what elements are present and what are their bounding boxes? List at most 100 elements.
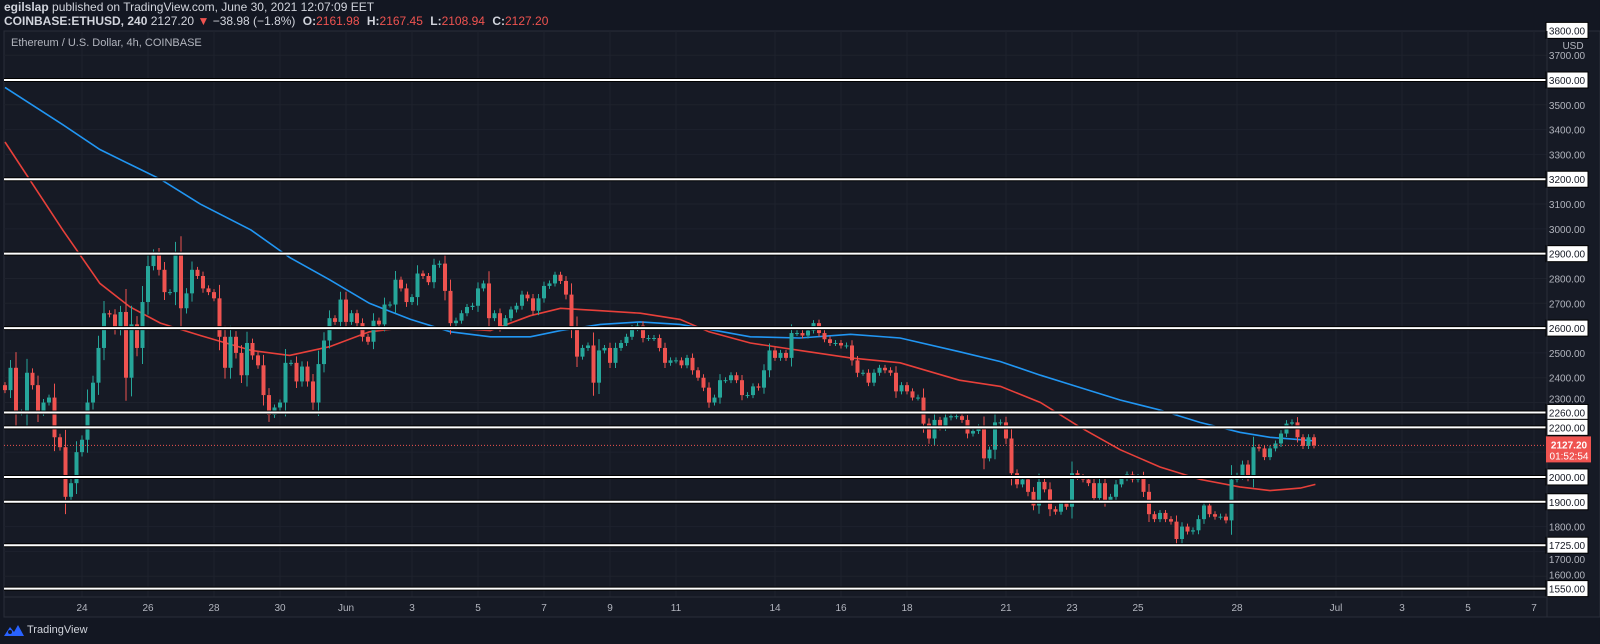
candle-body [509, 309, 513, 319]
candle-body [1202, 505, 1206, 520]
level-price-label: 2600.00 [1549, 324, 1586, 335]
candle-body [789, 333, 794, 358]
candle [1031, 487, 1036, 511]
candle-body [877, 367, 882, 373]
price-tick-label: 3100.00 [1549, 200, 1586, 211]
horizontal-level-line[interactable]: 2900.00 [4, 245, 1589, 263]
candle [349, 310, 354, 325]
candle-body [1059, 503, 1063, 512]
candle-body [283, 362, 288, 403]
high-label: H: [366, 14, 380, 28]
candle [256, 351, 260, 369]
candle [531, 293, 535, 316]
candle-body [1026, 479, 1030, 492]
candle [866, 369, 871, 387]
candle-body [1070, 473, 1074, 507]
candle [844, 342, 849, 349]
level-price-label-box [1545, 580, 1589, 598]
price-tick-label: 2500.00 [1549, 349, 1586, 360]
candle [646, 335, 651, 342]
candle-body [679, 360, 684, 366]
level-price-label: 1725.00 [1549, 541, 1586, 552]
candle [905, 382, 909, 395]
candle [300, 361, 304, 387]
candle [267, 388, 271, 422]
candle [1158, 509, 1162, 523]
candle [283, 348, 288, 417]
candle [899, 382, 904, 395]
candle-body [1196, 519, 1201, 531]
candle-body [344, 299, 348, 322]
candle [184, 288, 189, 314]
candle-body [195, 269, 200, 276]
candle [1092, 477, 1096, 504]
candle-body [982, 427, 986, 459]
candle-body [322, 340, 326, 365]
candle [113, 309, 117, 335]
candle [745, 392, 750, 399]
candle [1224, 513, 1228, 524]
time-tick-label: 3 [1399, 603, 1405, 614]
horizontal-level-line[interactable]: 1900.00 [4, 493, 1589, 511]
candle-body [1180, 526, 1184, 539]
horizontal-levels[interactable]: 3800.00 3600.00 3200.00 2900.00 2600.00 2260.… [4, 21, 1589, 598]
author-name[interactable]: egilslap [4, 0, 49, 14]
price-tick-label: 3500.00 [1549, 101, 1586, 112]
candle [509, 306, 513, 322]
candle [470, 302, 475, 310]
candle [701, 374, 706, 392]
candle [1004, 416, 1008, 445]
candle-body [140, 302, 145, 348]
time-tick-label: 26 [142, 603, 154, 614]
candle [916, 394, 920, 401]
candle-body [63, 447, 68, 497]
horizontal-level-line[interactable]: 2600.00 [4, 319, 1589, 337]
candle [679, 357, 684, 369]
candle-body [1119, 478, 1124, 485]
candle [85, 389, 90, 453]
candle-body [1048, 489, 1052, 510]
candle-body [1279, 433, 1283, 444]
candle [14, 352, 18, 429]
time-axis[interactable]: 24 26 28 30 Jun 3 5 7 9 11 14 16 18 21 23 25 28 Jul 3 5 7 [76, 603, 1537, 614]
level-price-label: 3200.00 [1549, 175, 1586, 186]
horizontal-level-line[interactable]: 2200.00 [4, 418, 1589, 436]
candle-body [1097, 483, 1102, 499]
candle-body [899, 385, 904, 392]
tradingview-logo[interactable]: TradingView [4, 624, 88, 636]
candle [872, 369, 876, 387]
price-axis[interactable]: 3700.00 3500.00 3400.00 3300.00 3100.00 3000.… [1549, 51, 1586, 581]
candle-body [558, 274, 563, 281]
candle-body [729, 375, 733, 381]
chart-pane[interactable] [3, 30, 1600, 618]
candle [459, 310, 464, 324]
close-value: 2127.20 [504, 14, 549, 28]
candle [564, 276, 568, 300]
candle-body [751, 386, 755, 396]
candle-body [426, 275, 431, 283]
candle-body [987, 449, 992, 459]
candle [118, 305, 123, 336]
horizontal-level-line[interactable]: 3600.00 [4, 71, 1589, 89]
horizontal-level-line[interactable]: 1550.00 [4, 580, 1589, 598]
publish-info: egilslap published on TradingView.com, J… [4, 1, 374, 14]
horizontal-level-line[interactable]: 2000.00 [4, 468, 1589, 486]
candle-body [179, 254, 183, 309]
candle [668, 357, 673, 366]
candle-body [553, 274, 557, 284]
horizontal-level-line[interactable]: 3200.00 [4, 170, 1589, 188]
price-tick-label: 2300.00 [1549, 394, 1586, 405]
candle-body [580, 347, 585, 357]
candle-body [355, 313, 359, 324]
horizontal-level-line[interactable]: 3800.00 [1545, 21, 1589, 39]
candle-body [916, 397, 920, 399]
candle-body [421, 273, 425, 276]
level-price-label-box [1545, 319, 1589, 337]
candle [608, 342, 612, 369]
candle [575, 316, 579, 368]
horizontal-level-line[interactable]: 1725.00 [4, 536, 1589, 554]
candle-body [993, 422, 997, 450]
candle-body [745, 395, 750, 397]
price-tick-label: 2400.00 [1549, 374, 1586, 385]
